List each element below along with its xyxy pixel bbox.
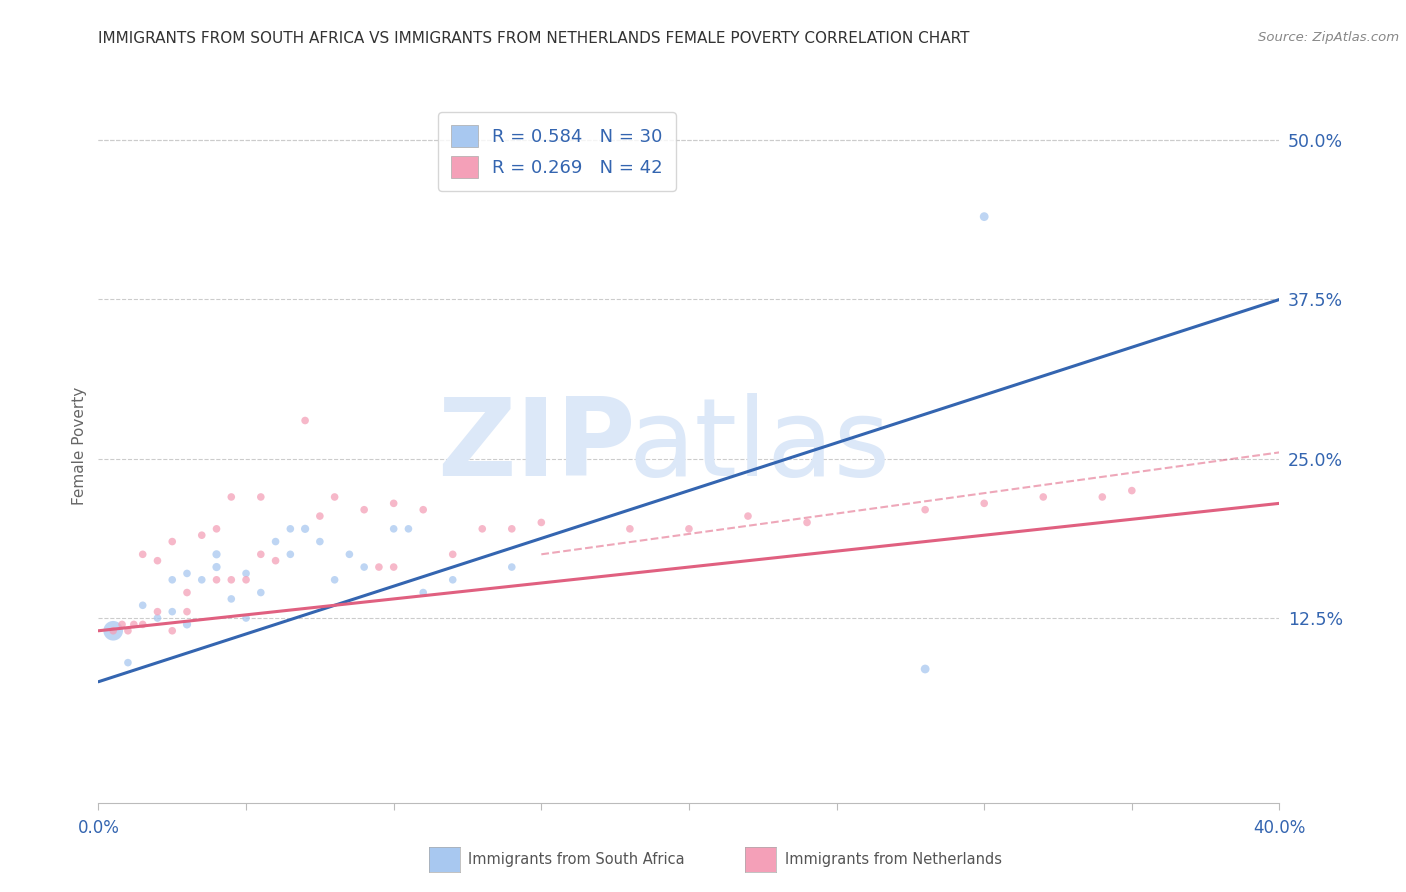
Point [235,573,257,587]
Text: 0.0%: 0.0% [77,819,120,837]
Legend: R = 0.584   N = 30, R = 0.269   N = 42: R = 0.584 N = 30, R = 0.269 N = 42 [439,112,675,191]
Point [323,573,346,587]
Point [323,490,346,504]
Text: IMMIGRANTS FROM SOUTH AFRICA VS IMMIGRANTS FROM NETHERLANDS FEMALE POVERTY CORRE: IMMIGRANTS FROM SOUTH AFRICA VS IMMIGRAN… [98,31,970,46]
Point [353,560,375,574]
Point [396,522,419,536]
Point [294,522,316,536]
Point [382,560,405,574]
Point [1091,490,1114,504]
Point [678,522,700,536]
Point [162,624,183,638]
Point [235,611,257,625]
Point [219,490,242,504]
Point [205,547,228,561]
Point [162,605,183,619]
Point [278,547,302,561]
Point [264,554,287,568]
Point [176,617,198,632]
Point [1032,490,1054,504]
Point [103,624,125,638]
Point [162,573,183,587]
Point [1121,483,1143,498]
Point [146,611,169,625]
Point [412,502,434,516]
Point [162,534,183,549]
Point [737,509,759,524]
Text: Immigrants from South Africa: Immigrants from South Africa [468,853,685,867]
Point [530,516,553,530]
Point [264,534,287,549]
Point [441,547,464,561]
Point [353,502,375,516]
Text: Immigrants from Netherlands: Immigrants from Netherlands [785,853,1001,867]
Point [796,516,818,530]
Y-axis label: Female Poverty: Female Poverty [72,387,87,505]
Point [117,624,139,638]
Point [191,528,214,542]
Point [973,210,995,224]
Point [219,591,242,606]
Point [205,522,228,536]
Point [132,547,155,561]
Text: atlas: atlas [628,393,891,499]
Text: 40.0%: 40.0% [1253,819,1306,837]
Point [176,605,198,619]
Point [412,585,434,599]
Point [309,509,332,524]
Point [382,522,405,536]
Point [973,496,995,510]
Point [294,413,316,427]
Point [309,534,332,549]
Point [176,566,198,581]
Point [278,522,302,536]
Point [501,560,523,574]
Point [205,573,228,587]
Point [146,605,169,619]
Point [235,566,257,581]
Text: ZIP: ZIP [437,393,636,499]
Text: Source: ZipAtlas.com: Source: ZipAtlas.com [1258,31,1399,45]
Point [205,560,228,574]
Point [501,522,523,536]
Point [146,554,169,568]
Point [176,585,198,599]
Point [471,522,494,536]
Point [132,599,155,613]
Point [191,573,214,587]
Point [122,617,145,632]
Point [250,490,273,504]
Point [382,496,405,510]
Point [250,547,273,561]
Point [914,502,936,516]
Point [339,547,360,561]
Point [219,573,242,587]
Point [914,662,936,676]
Point [619,522,641,536]
Point [103,624,125,638]
Point [250,585,273,599]
Point [111,617,134,632]
Point [132,617,155,632]
Point [117,656,139,670]
Point [368,560,391,574]
Point [441,573,464,587]
